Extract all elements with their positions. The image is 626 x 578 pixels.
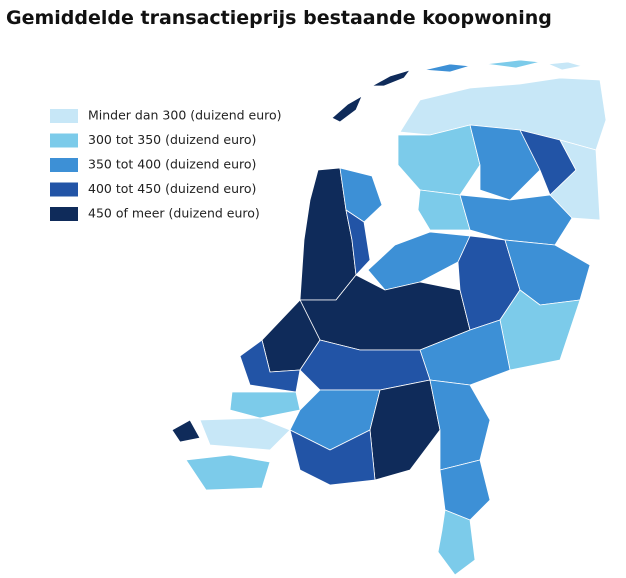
region — [345, 209, 371, 276]
legend-swatch — [50, 182, 78, 197]
title: Gemiddelde transactieprijs bestaande koo… — [6, 7, 552, 29]
region — [371, 69, 411, 87]
legend-swatch — [50, 158, 78, 172]
legend-swatch — [50, 133, 78, 148]
region — [171, 419, 201, 443]
region — [331, 95, 363, 123]
map — [171, 59, 607, 576]
legend-swatch — [50, 109, 78, 123]
legend-swatch — [50, 207, 78, 221]
region — [417, 189, 471, 231]
legend-label: 300 tot 350 (duizend euro) — [88, 132, 256, 147]
region — [397, 124, 481, 196]
region — [239, 339, 301, 393]
legend-label: 350 tot 400 (duizend euro) — [88, 157, 256, 172]
region — [547, 61, 583, 71]
region — [339, 167, 383, 223]
region — [185, 454, 271, 491]
region — [485, 59, 541, 69]
region — [369, 379, 441, 481]
legend-label: 450 of meer (duizend euro) — [88, 206, 260, 221]
legend-label: Minder dan 300 (duizend euro) — [88, 108, 282, 123]
region — [429, 379, 491, 471]
region — [459, 194, 573, 246]
region — [423, 63, 471, 73]
region — [229, 391, 301, 419]
legend-label: 400 tot 450 (duizend euro) — [88, 181, 256, 196]
region — [289, 429, 376, 486]
legend: Minder dan 300 (duizend euro) 300 tot 350… — [50, 108, 282, 221]
region — [367, 231, 471, 291]
region — [439, 459, 491, 521]
region — [437, 509, 476, 576]
region — [199, 417, 291, 451]
